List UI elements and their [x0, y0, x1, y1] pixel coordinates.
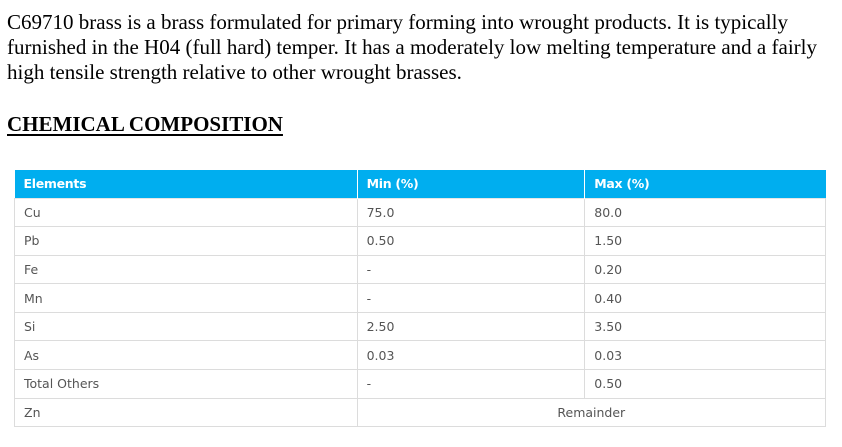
- max-cell: 3.50: [584, 311, 826, 342]
- min-cell: 0.03: [356, 340, 586, 371]
- composition-table: Elements Min (%) Max (%) Cu 75.0 80.0 Pb…: [14, 170, 827, 428]
- min-cell: 75.0: [356, 197, 586, 228]
- max-cell: 80.0: [584, 197, 826, 228]
- min-cell: 2.50: [356, 311, 586, 342]
- table-header-row: Elements Min (%) Max (%): [14, 170, 826, 198]
- table-row: Mn - 0.40: [14, 283, 826, 313]
- intro-paragraph: C69710 brass is a brass formulated for p…: [7, 10, 817, 84]
- chemical-composition-heading: CHEMICAL COMPOSITION: [7, 112, 283, 136]
- table-row: Pb 0.50 1.50: [14, 226, 826, 256]
- table-row-remainder: Zn Remainder: [14, 397, 827, 428]
- table-row: Cu 75.0 80.0: [14, 197, 826, 228]
- element-cell: Pb: [14, 226, 358, 256]
- element-cell: Zn: [14, 397, 358, 428]
- max-cell: 0.03: [584, 340, 826, 371]
- element-cell: Fe: [14, 254, 358, 285]
- max-cell: 1.50: [584, 226, 826, 256]
- table-row: As 0.03 0.03: [14, 340, 826, 371]
- header-min: Min (%): [357, 170, 586, 198]
- max-cell: 0.40: [584, 283, 826, 313]
- table-row: Fe - 0.20: [14, 254, 826, 285]
- remainder-cell: Remainder: [356, 397, 827, 428]
- min-cell: 0.50: [356, 226, 586, 256]
- element-cell: Si: [14, 311, 358, 342]
- element-cell: Total Others: [14, 369, 358, 399]
- min-cell: -: [356, 369, 586, 399]
- element-cell: Mn: [14, 283, 358, 313]
- table-row: Si 2.50 3.50: [14, 311, 826, 342]
- max-cell: 0.20: [584, 254, 826, 285]
- min-cell: -: [356, 254, 586, 285]
- header-elements: Elements: [14, 170, 358, 198]
- element-cell: As: [14, 340, 358, 371]
- max-cell: 0.50: [584, 369, 826, 399]
- table-row: Total Others - 0.50: [14, 369, 826, 399]
- element-cell: Cu: [14, 197, 358, 228]
- header-max: Max (%): [584, 170, 826, 198]
- min-cell: -: [356, 283, 586, 313]
